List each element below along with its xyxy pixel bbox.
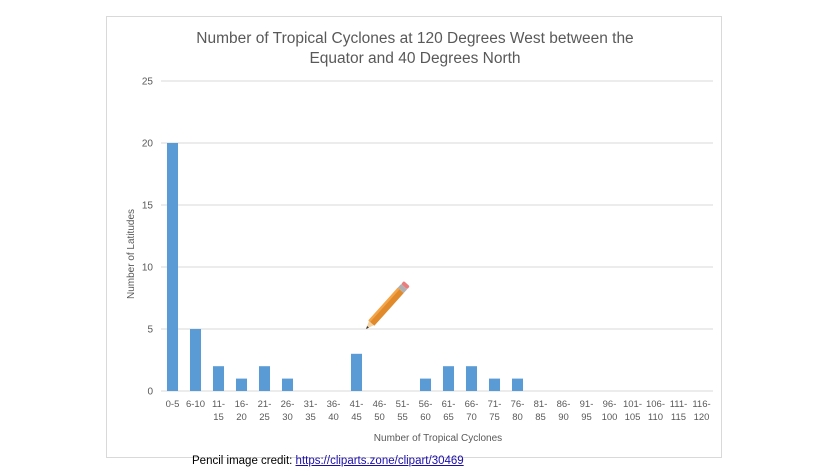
x-tick-label: 71-75 <box>488 399 502 423</box>
x-tick-label: 91-95 <box>580 399 594 423</box>
pencil-icon <box>366 281 410 329</box>
bar-21-25 <box>258 366 271 391</box>
bar-16-20 <box>235 378 248 391</box>
y-tick-label: 25 <box>142 77 154 88</box>
x-tick-label: 56-60 <box>419 399 433 423</box>
y-tick-label: 0 <box>147 387 153 398</box>
bar-6-10 <box>189 329 202 391</box>
credit-prefix: Pencil image credit: <box>192 455 296 467</box>
x-tick-label: 36-40 <box>327 399 341 423</box>
chart-title-line-1: Number of Tropical Cyclones at 120 Degre… <box>196 30 633 47</box>
y-axis-title: Number of Latitudes <box>126 209 137 299</box>
x-tick-label: 0-5 <box>166 399 180 410</box>
x-tick-label: 16-20 <box>235 399 249 423</box>
y-tick-label: 15 <box>142 201 154 212</box>
credit-link[interactable]: https://cliparts.zone/clipart/30469 <box>295 455 464 467</box>
bar-56-60 <box>419 378 432 391</box>
bar-chart: Number of Tropical Cyclones at 120 Degre… <box>126 30 713 444</box>
x-axis-title: Number of Tropical Cyclones <box>374 433 502 444</box>
x-tick-label: 21-25 <box>258 399 272 423</box>
y-tick-label: 20 <box>142 139 154 150</box>
x-tick-label: 66-70 <box>465 399 479 423</box>
x-tick-label: 31-35 <box>304 399 318 423</box>
x-tick-label: 11-15 <box>212 399 225 423</box>
x-tick-label: 106-110 <box>646 399 665 423</box>
bars <box>166 143 524 391</box>
bar-26-30 <box>281 378 294 391</box>
x-tick-label: 86-90 <box>557 399 571 423</box>
bar-71-75 <box>488 378 501 391</box>
bar-76-80 <box>511 378 524 391</box>
x-tick-label: 6-10 <box>186 399 205 410</box>
chart-frame: Number of Tropical Cyclones at 120 Degre… <box>106 16 722 458</box>
y-tick-label: 5 <box>147 325 153 336</box>
x-tick-label: 111-115 <box>670 399 688 423</box>
bar-41-45 <box>350 353 363 391</box>
x-tick-label: 41-45 <box>350 399 364 423</box>
x-tick-label: 96-100 <box>602 399 618 423</box>
x-tick-labels: 0-5 6-10 11-15 16-20 21-25 26-30 31-35 36-40 41-… <box>166 399 711 423</box>
x-tick-label: 61-65 <box>442 399 456 423</box>
x-tick-label: 101-105 <box>623 399 642 423</box>
gridlines <box>161 80 713 392</box>
bar-0-5 <box>166 143 179 391</box>
bar-66-70 <box>465 366 478 391</box>
bar-61-65 <box>442 366 455 391</box>
bar-11-15 <box>212 366 225 391</box>
x-tick-label: 51-55 <box>396 399 410 423</box>
y-tick-labels: 0 5 10 15 20 25 <box>142 77 154 398</box>
y-tick-label: 10 <box>142 263 154 274</box>
x-tick-label: 46-50 <box>373 399 387 423</box>
image-credit: Pencil image credit: https://cliparts.zo… <box>192 455 464 467</box>
x-tick-label: 81-85 <box>534 399 548 423</box>
chart-title-line-2: Equator and 40 Degrees North <box>309 50 520 67</box>
x-tick-label: 76-80 <box>511 399 525 423</box>
x-tick-label: 26-30 <box>281 399 295 423</box>
x-tick-label: 116-120 <box>692 399 710 423</box>
